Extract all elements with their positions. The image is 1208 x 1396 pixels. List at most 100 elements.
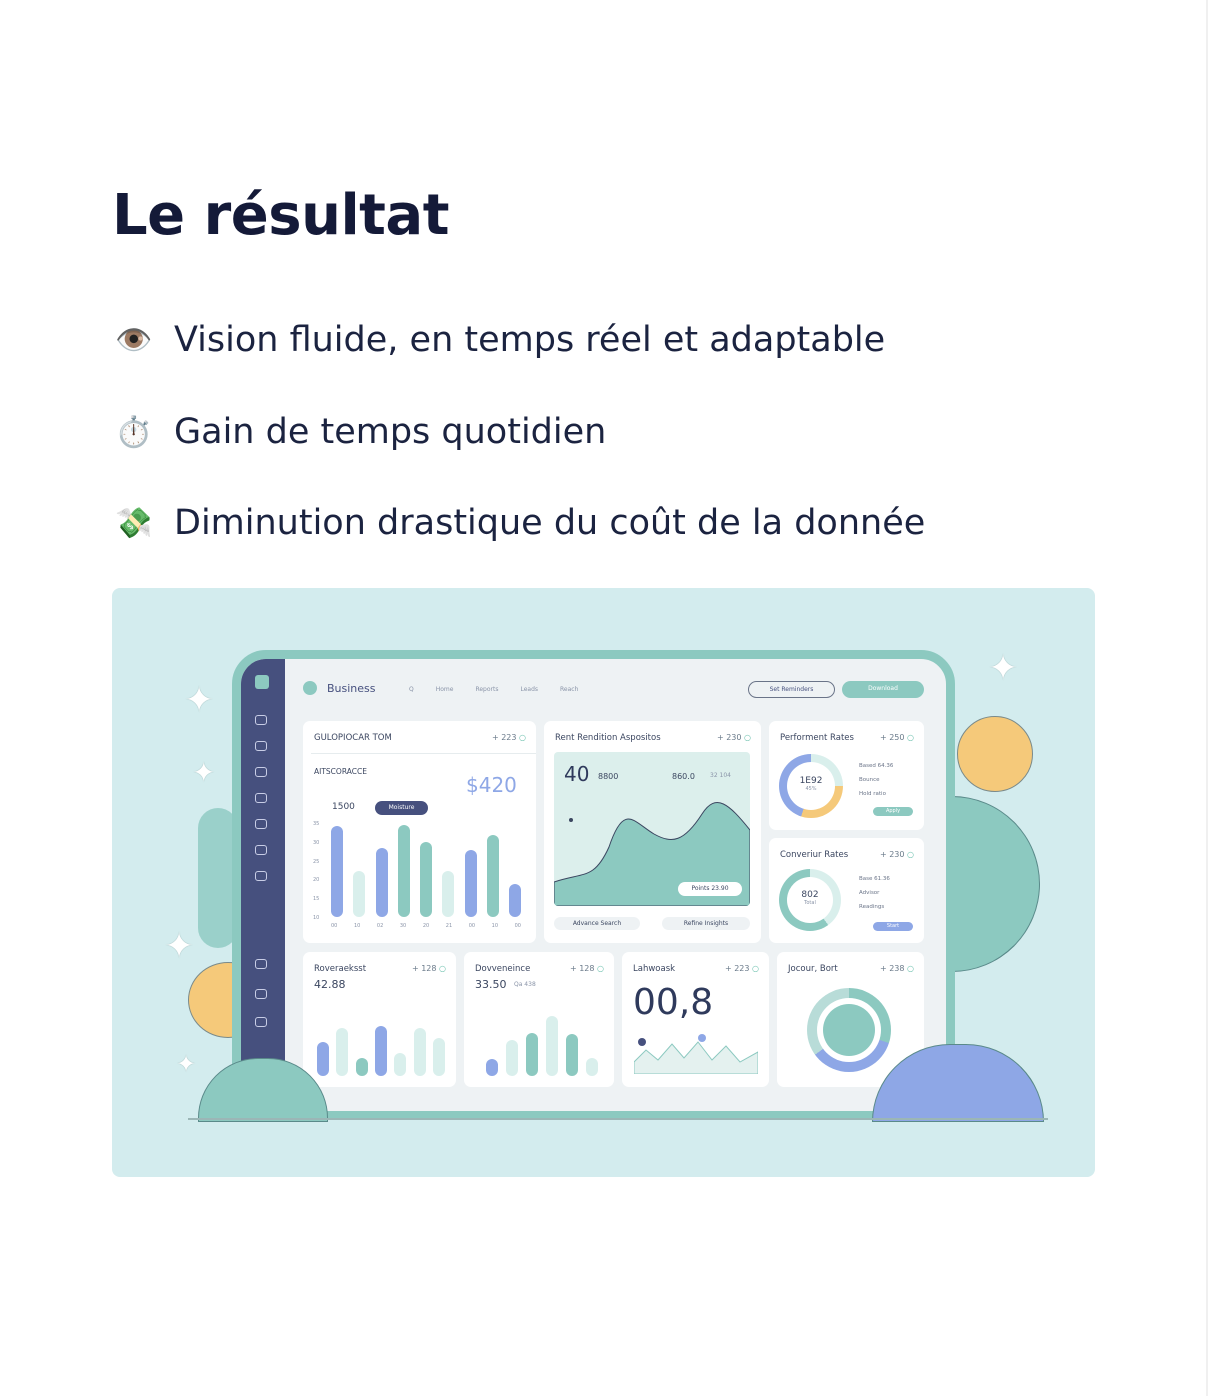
card-value: + 223 [492,733,526,742]
sparkle-icon: ✦ [176,1050,197,1078]
bar [317,1042,329,1076]
bar [336,1028,349,1076]
bullet-text: Vision fluide, en temps réel et adaptabl… [174,320,886,360]
bar [586,1058,598,1076]
bar [566,1034,578,1076]
download-button[interactable]: Download [842,681,924,698]
big-value: 33.50 [475,978,507,991]
brand-name: Business [327,682,376,695]
card-title: Roveraeksst [314,964,367,974]
card-big-value: $420 [466,773,517,797]
big-value: 42.88 [314,978,346,991]
sidebar-icon[interactable] [255,767,267,777]
bullet-time: ⏱️ Gain de temps quotidien [112,412,606,452]
bar-chart [317,1026,445,1076]
data-point [638,1038,646,1046]
refine-insights-button[interactable]: Refine Insights [662,917,750,930]
bar [526,1032,538,1076]
money-wings-icon: 💸 [115,505,153,541]
sidebar-icon[interactable] [255,819,267,829]
sidebar-icon[interactable] [255,871,267,881]
bar [546,1016,558,1076]
card-value: + 128 [412,964,446,973]
card-title: Converiur Rates [780,850,849,860]
sidebar-icon[interactable] [255,845,267,855]
axis-tick-label: 00 [468,923,476,929]
card-lookup: Lahwoask + 223 00,8 [622,952,769,1087]
nav-reach[interactable]: Reach [560,686,579,693]
card-revenue: Roveraeksst + 128 42.88 [303,952,456,1087]
top-nav: Q Home Reports Leads Reach [409,686,578,693]
card-convenience: Dovveneince + 128 33.50 Qa 438 [464,952,614,1087]
y-axis-labels: 35 30 25 20 15 10 [313,821,319,921]
bullet-vision: 👁️ Vision fluide, en temps réel et adapta… [112,320,885,360]
bar [420,842,432,917]
big-value-sub: Qa 438 [514,981,536,988]
bar [413,1028,426,1076]
card-title: GULOPIOCAR TOM [314,733,392,743]
card-value: + 128 [570,964,604,973]
legend-item: Hold ratio [859,791,886,797]
line-series [634,1041,758,1074]
ground-line [188,1118,1048,1120]
plant-decoration [198,808,238,948]
bar [433,1038,445,1076]
legend-item: Bounce [859,777,880,783]
bar [442,871,455,917]
axis-tick-label: 20 [422,923,430,929]
card-title: Performent Rates [780,733,854,743]
card-area-chart: Rent Rendition Aspositos + 230 40 8800 8… [544,721,761,943]
bar-chart [486,1016,598,1076]
sparkle-icon: ✦ [192,756,216,789]
stat: 8800 [598,772,619,781]
filter-pill[interactable]: Moisture [375,801,428,815]
card-title: Rent Rendition Aspositos [555,733,661,743]
nav-reports[interactable]: Reports [475,686,499,693]
points-pill[interactable]: Points 23.90 [678,882,742,896]
donut-center-value: 1E92 [799,776,823,786]
sidebar-icon[interactable] [255,959,267,969]
dashboard-illustration: ✦ ✦ ✦ ✦ ✦ Business Q Home Reports Leads … [112,588,1095,1177]
axis-tick-label: 00 [514,923,521,929]
area-chart: 40 8800 860.0 32 104 Points 23.90 [554,752,750,906]
data-point [698,1034,706,1042]
bar [509,884,521,917]
card-title: Jocour, Bort [788,964,838,974]
x-axis-labels: 00 10 02 30 20 21 00 10 00 [331,923,521,929]
donut-chart: 802 Total [779,869,841,931]
axis-tick-label: 20 [313,877,320,884]
eye-icon: 👁️ [115,322,153,358]
nav-search[interactable]: Q [409,686,414,693]
bar [506,1040,518,1076]
sidebar-icon[interactable] [255,715,267,725]
set-reminders-button[interactable]: Set Reminders [748,681,835,698]
big-value: 40 [564,762,590,786]
dashboard-frame: Business Q Home Reports Leads Reach Set … [232,650,955,1120]
sidebar-icon[interactable] [255,741,267,751]
nav-leads[interactable]: Leads [520,686,539,693]
legend-item: Based 64.36 [859,763,894,769]
axis-tick-label: 30 [313,839,320,846]
bar [355,1057,368,1076]
sidebar-icon[interactable] [255,1017,267,1027]
legend-item: Advisor [859,890,880,896]
donut-sub: Total [804,900,816,906]
orange-slice-decoration [957,716,1033,792]
line-chart [634,1034,758,1074]
start-button[interactable]: Start [873,922,913,931]
advance-search-button[interactable]: Advance Search [554,917,640,930]
card-value: + 223 [725,964,759,973]
card-value: + 230 [880,850,914,859]
legend-item: Readings [859,904,885,910]
nav-home[interactable]: Home [435,686,454,693]
card-stat: 1500 [332,802,355,812]
card-value: + 250 [880,733,914,742]
bar [375,1026,387,1076]
stat: 860.0 [672,772,695,781]
bar [397,825,410,917]
apply-button[interactable]: Apply [873,807,913,816]
sidebar-icon[interactable] [255,989,267,999]
card-subtitle: AITSCORACCE [314,767,367,776]
sidebar-icon[interactable] [255,793,267,803]
